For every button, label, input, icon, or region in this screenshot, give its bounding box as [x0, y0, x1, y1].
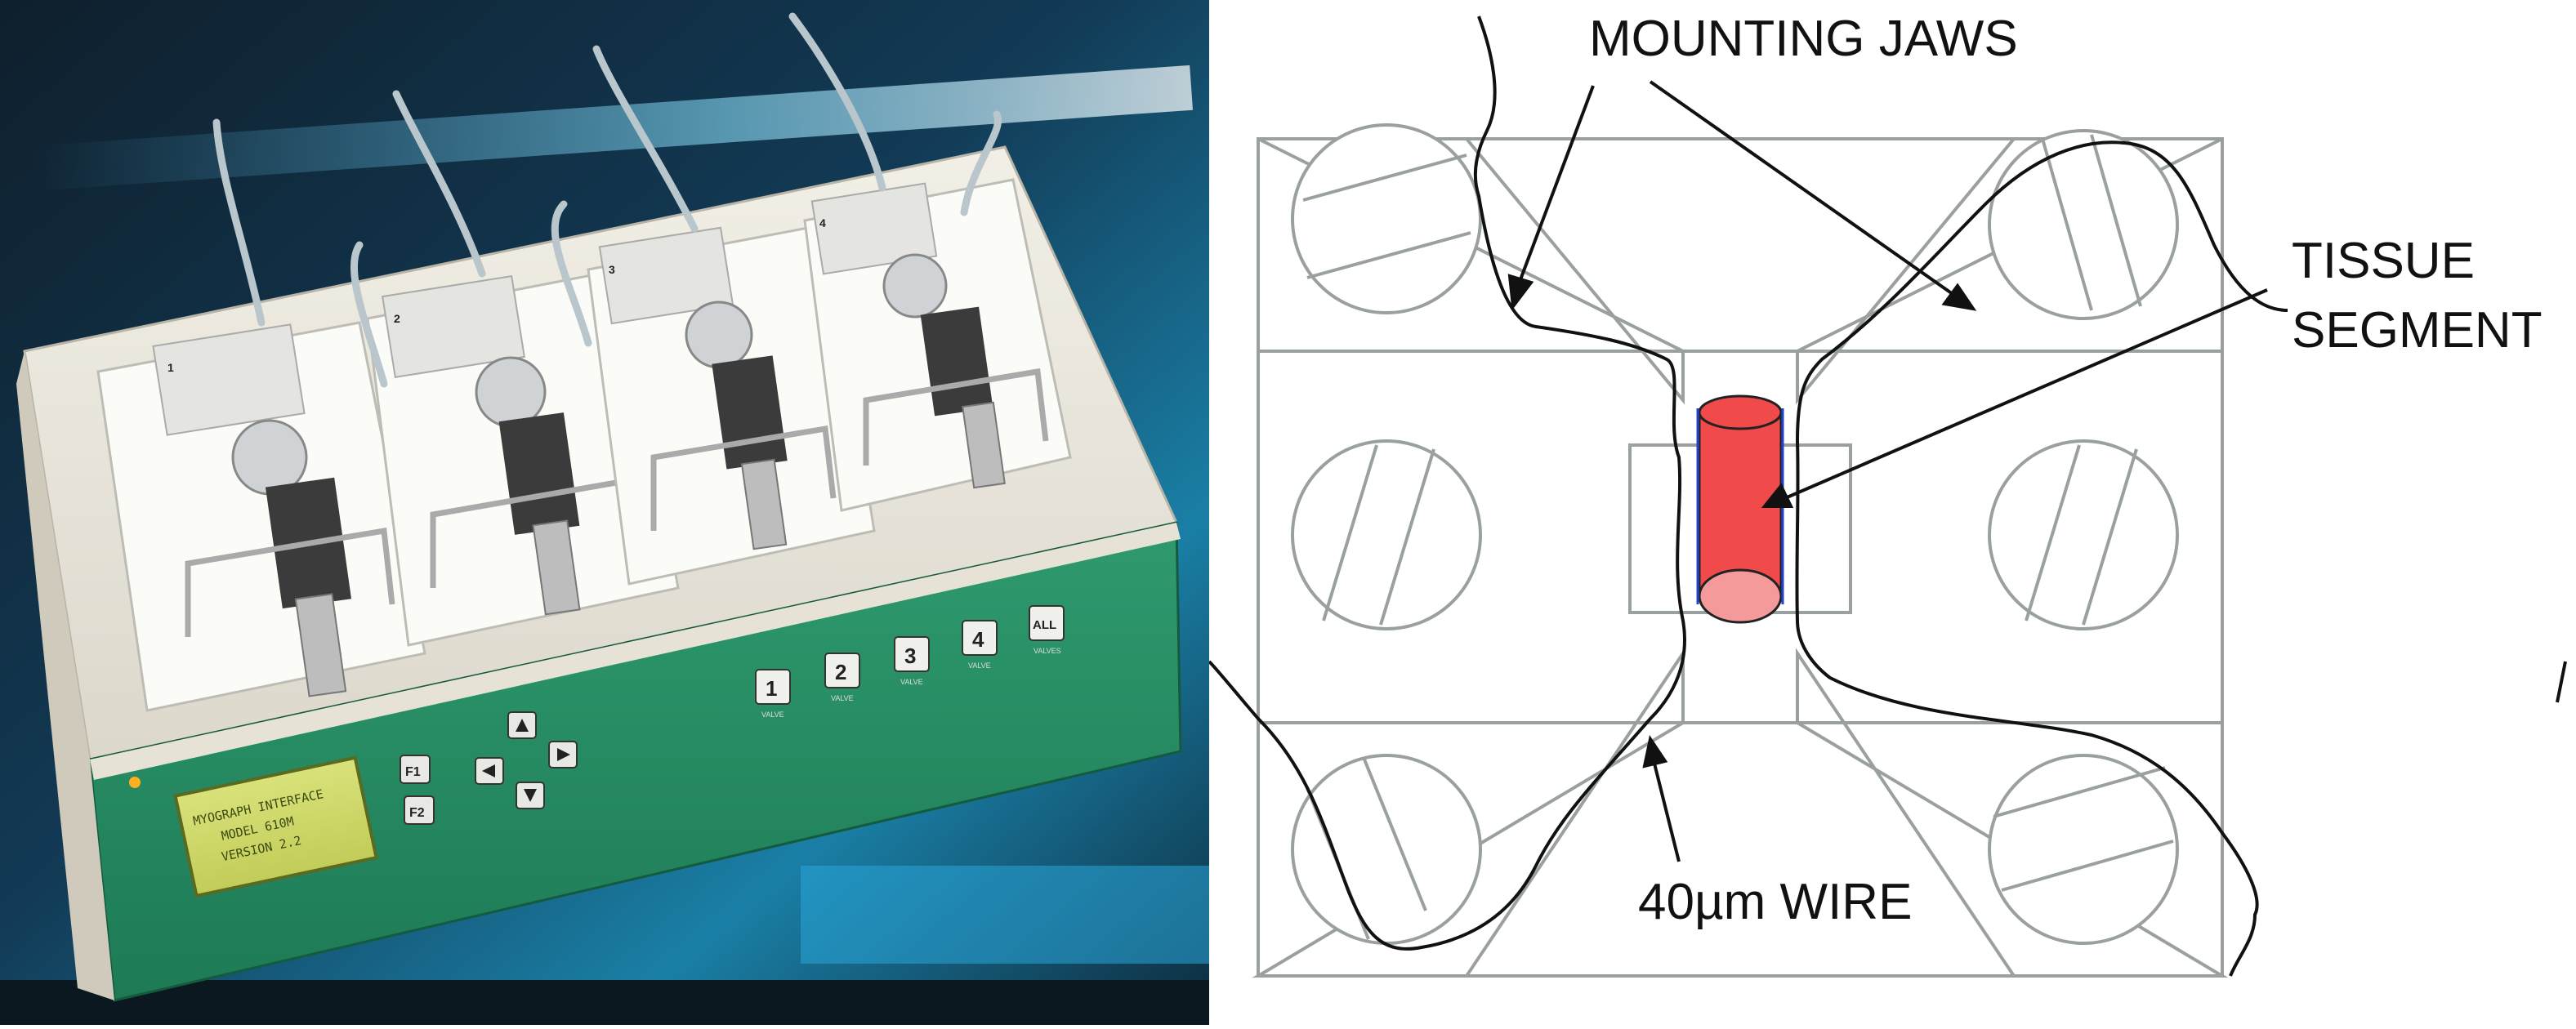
power-led: [129, 777, 141, 788]
tissue-segment: [1696, 394, 1784, 624]
svg-text:VALVE: VALVE: [761, 710, 784, 719]
arrow-down-key[interactable]: [516, 782, 545, 809]
valve-key-all[interactable]: ALL VALVES: [1029, 605, 1065, 655]
svg-text:VALVES: VALVES: [1034, 647, 1061, 655]
svg-text:F1: F1: [405, 765, 421, 779]
chamber-4: [803, 178, 1072, 512]
label-mounting-jaws: MOUNTING JAWS: [1589, 11, 2018, 67]
valve-key-3[interactable]: 3 VALVE: [894, 636, 930, 686]
valve-key-4[interactable]: 4 VALVE: [962, 620, 998, 670]
chamber-number-2: 2: [394, 312, 400, 325]
tubing: [212, 12, 1002, 388]
arrow-right-key[interactable]: [548, 741, 578, 768]
chamber-3: [587, 223, 876, 586]
chamber-1: [96, 321, 426, 712]
label-40um-wire: 40µm WIRE: [1638, 874, 1912, 930]
f1-key[interactable]: F1: [400, 755, 431, 784]
svg-text:2: 2: [835, 660, 846, 684]
lcd-display: [173, 755, 379, 898]
svg-text:1: 1: [766, 676, 777, 701]
arrow-up-key[interactable]: [507, 711, 537, 739]
svg-text:4: 4: [972, 627, 984, 652]
svg-text:VALVE: VALVE: [968, 662, 991, 670]
svg-text:ALL: ALL: [1033, 618, 1056, 632]
screw-middle-right: [1988, 439, 2179, 630]
arrow-left-key[interactable]: [475, 757, 504, 785]
mounting-jaws-diagram: MOUNTING JAWS TISSUE SEGMENT 40µm WIRE: [1208, 0, 2576, 1025]
screw-bottom-right: [1988, 754, 2179, 945]
svg-text:VALVE: VALVE: [900, 678, 923, 686]
screw-top-right: [1988, 129, 2179, 320]
f2-key[interactable]: F2: [404, 795, 435, 825]
myograph-device-illustration: MYOGRAPH INTERFACE MODEL 610M VERSION 2.…: [0, 0, 1209, 1025]
leader-arrows: [1507, 80, 2268, 862]
screw-bottom-left: [1291, 754, 1482, 945]
svg-text:3: 3: [904, 644, 916, 668]
valve-key-1[interactable]: 1 VALVE: [755, 669, 791, 719]
wire: [1208, 16, 2567, 977]
chamber-number-3: 3: [609, 263, 615, 276]
label-tissue-line-1: TISSUE: [2292, 233, 2475, 289]
svg-text:VALVE: VALVE: [831, 694, 854, 702]
screw-top-left: [1291, 123, 1482, 314]
myograph-photo: MYOGRAPH INTERFACE MODEL 610M VERSION 2.…: [0, 0, 1209, 1025]
label-tissue-line-2: SEGMENT: [2292, 302, 2543, 359]
mounting-diagram: MOUNTING JAWS TISSUE SEGMENT 40µm WIRE: [1208, 0, 2576, 1025]
svg-text:F2: F2: [409, 806, 425, 820]
chamber-number-4: 4: [819, 216, 826, 229]
screw-middle-left: [1291, 439, 1482, 630]
valve-key-2[interactable]: 2 VALVE: [824, 653, 860, 702]
chamber-number-1: 1: [167, 361, 174, 374]
